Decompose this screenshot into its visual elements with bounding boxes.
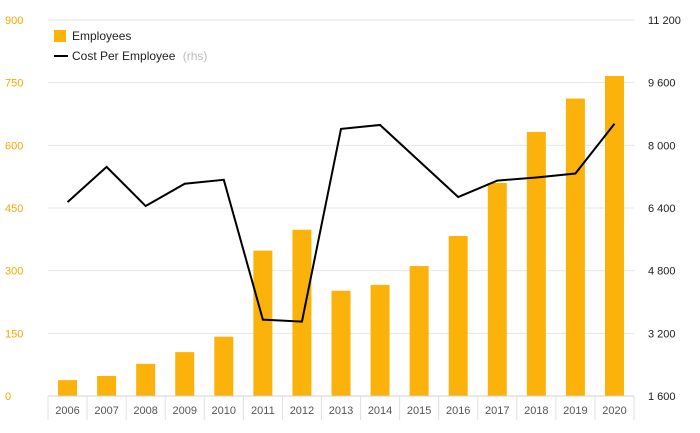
legend-label-rhs: (rhs) [183,49,208,63]
employees-bar [526,131,546,396]
employees-bar [97,375,117,396]
x-tick-label: 2017 [485,405,509,417]
employees-bar [253,250,273,396]
legend-label-employees: Employees [72,29,131,43]
x-tick-label: 2019 [563,405,587,417]
employees-bar [565,98,585,396]
cost-per-employee-polyline [66,123,616,323]
x-tick-label: 2016 [446,405,470,417]
employees-bar [487,182,507,396]
y-right-tick-label: 6 400 [648,203,676,215]
y-left-tick-label: 600 [5,140,23,152]
x-tick-label: 2010 [212,405,236,417]
x-tick-label: 2011 [251,405,275,417]
y-left-tick-label: 300 [5,266,23,278]
y-left-tick-label: 0 [5,391,11,403]
y-left-tick-label: 750 [5,78,23,90]
legend-swatch-employees [54,30,66,42]
employees-bars [58,75,624,396]
employees-bar [370,284,390,396]
employees-bar [136,363,156,396]
x-tick-label: 2007 [94,405,118,417]
x-tick-label: 2020 [602,405,626,417]
employees-bar [175,352,195,396]
y-left-tick-label: 450 [5,203,23,215]
cost-per-employee-line [66,123,616,323]
x-tick-label: 2008 [133,405,157,417]
employees-bar [604,75,624,396]
employees-bar [214,336,234,396]
y-left-tick-label: 150 [5,328,23,340]
legend-label-cost-per-employee: Cost Per Employee (rhs) [72,49,207,63]
y-right-tick-label: 4 800 [648,266,676,278]
legend-label-cost-per-employee-name: Cost Per Employee [72,49,176,63]
y-right-tick-label: 8 000 [648,140,676,152]
y-right-tick-label: 11 200 [648,15,681,27]
x-tick-label: 2013 [329,405,353,417]
y-right-tick-label: 1 600 [648,391,676,403]
axes: 0 150 300 450 600 750 900 1 600 3 200 4 800 6 400 8… [5,15,681,420]
employees-bar [448,235,468,396]
x-tick-label: 2015 [407,405,431,417]
employees-bar [409,266,429,396]
y-left-tick-label: 900 [5,15,23,27]
x-tick-label: 2012 [290,405,314,417]
employees-bar [292,229,312,396]
employees-bar [58,380,78,396]
x-tick-label: 2009 [172,405,196,417]
x-tick-label: 2014 [368,405,392,417]
employees-bar [331,290,351,396]
legend: Employees Cost Per Employee (rhs) [54,29,207,63]
y-right-tick-label: 3 200 [648,328,676,340]
y-right-tick-label: 9 600 [648,78,676,90]
x-tick-label: 2018 [524,405,548,417]
x-tick-label: 2006 [55,405,79,417]
